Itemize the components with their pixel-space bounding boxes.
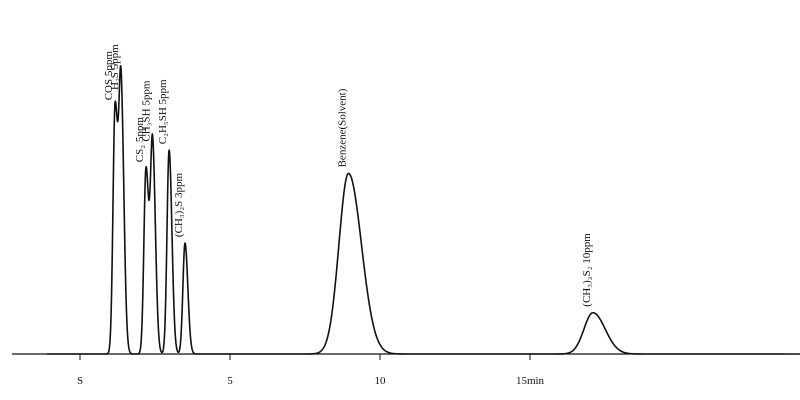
peak-label: H₂S 5ppm [109, 44, 121, 90]
x-tick-label: 5 [227, 375, 233, 387]
peak-label: (CH₃)₂S₂ 10ppm [581, 233, 593, 307]
peak-label: CS₂ 5ppm [134, 117, 146, 163]
peak-label: CH₃SH 5ppm [141, 80, 153, 141]
x-tick-label: S [77, 375, 83, 387]
peak-label: C₂H₅SH 5ppm [157, 79, 169, 144]
x-axis-ticks: S 5 10 15min [77, 354, 545, 387]
peak-label: COS 5ppm [103, 51, 115, 101]
chromatogram-trace [46, 65, 800, 355]
peak-label: Benzene(Solvent) [337, 88, 349, 167]
peak-label: (CH₃)₂S 3ppm [173, 172, 185, 237]
x-tick-label: 15min [516, 375, 545, 387]
x-tick-label: 10 [375, 375, 387, 387]
